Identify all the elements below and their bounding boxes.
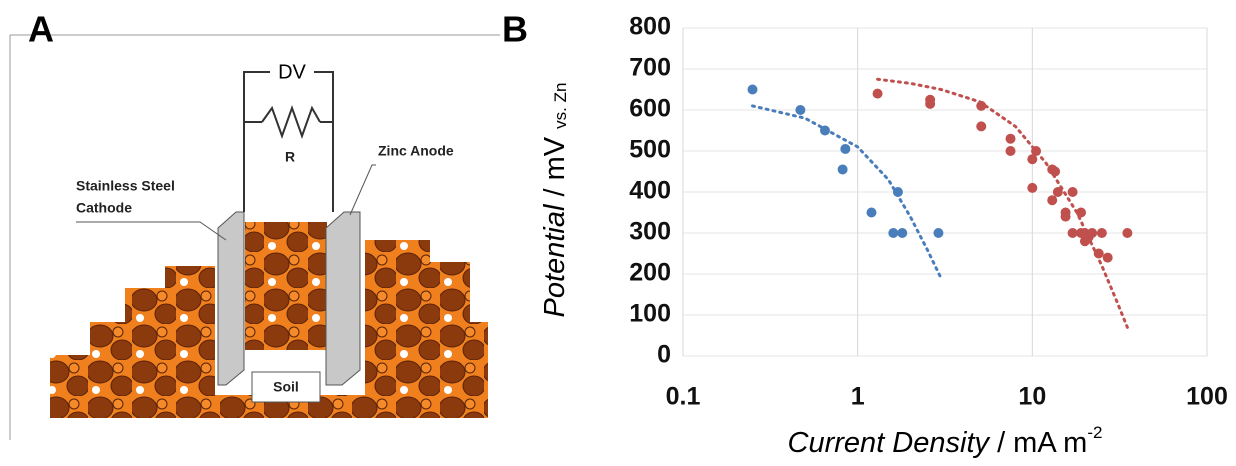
y-label-unit: / mV xyxy=(539,129,571,205)
y-tick-label: 700 xyxy=(629,54,671,82)
trend-line xyxy=(751,104,943,280)
x-axis-label: Current Density / mA m-2 xyxy=(788,423,1103,458)
soil-pile xyxy=(50,240,488,418)
anode-label: Zinc Anode xyxy=(378,143,454,159)
data-point xyxy=(1027,154,1038,165)
soil-box xyxy=(251,371,321,403)
x-label-superscript: -2 xyxy=(1087,423,1102,442)
data-point xyxy=(1052,187,1063,197)
dv-label: DV xyxy=(278,61,306,83)
data-point xyxy=(819,125,830,136)
panel-a: A DV R Zinc Anode Stainless Steel Cathod… xyxy=(9,9,500,440)
data-point xyxy=(897,228,908,238)
data-point xyxy=(892,187,903,197)
y-tick-label: 400 xyxy=(629,177,671,205)
cathode-label: Stainless Steel xyxy=(76,178,175,194)
y-tick-label: 0 xyxy=(657,341,671,369)
data-point xyxy=(747,84,758,95)
panel-label: B xyxy=(502,9,528,50)
cathode-label: Cathode xyxy=(76,200,132,216)
y-tick-label: 300 xyxy=(629,218,671,246)
y-tick-label: 100 xyxy=(629,300,671,328)
data-point xyxy=(1096,228,1107,238)
data-point xyxy=(866,207,877,218)
x-tick-label: 10 xyxy=(1018,383,1046,411)
resistor xyxy=(261,105,321,139)
cathode-pointer xyxy=(76,221,227,241)
data-point xyxy=(1076,207,1087,218)
data-point xyxy=(1067,187,1078,197)
plot-area: 0 100 200 300 400 500 600 700 800 0.1 1 10 100 xyxy=(629,13,1228,411)
data-point xyxy=(925,98,936,109)
data-point xyxy=(1060,211,1071,222)
circuit-wire xyxy=(243,71,334,212)
data-point xyxy=(1005,146,1016,156)
data-point xyxy=(1122,228,1133,238)
dv-bg xyxy=(270,60,314,84)
data-point xyxy=(1047,195,1058,206)
y-label-quantity: Potential xyxy=(539,203,571,317)
anode-plate xyxy=(325,211,361,386)
x-tick-label: 100 xyxy=(1186,383,1228,411)
x-label-quantity: Current Density xyxy=(788,427,991,459)
trend-line xyxy=(876,77,1129,329)
data-point xyxy=(1102,252,1113,263)
y-tick-label: 600 xyxy=(629,95,671,123)
data-point xyxy=(1093,248,1104,259)
r-label: R xyxy=(285,149,295,165)
data-point xyxy=(1050,166,1061,177)
panel-label: A xyxy=(28,9,54,50)
data-point xyxy=(795,105,806,115)
data-point xyxy=(1083,232,1094,243)
data-point xyxy=(976,121,987,132)
data-point xyxy=(1031,146,1042,156)
y-axis-label: Potential / mV vs. Zn xyxy=(539,83,571,318)
data-point xyxy=(837,164,848,175)
y-tick-label: 200 xyxy=(629,259,671,287)
data-point xyxy=(1067,228,1078,238)
y-tick-label: 500 xyxy=(629,136,671,164)
data-point xyxy=(1027,182,1038,193)
x-label-unit: / mA m xyxy=(989,427,1087,459)
data-point xyxy=(1005,133,1016,144)
data-point xyxy=(976,100,987,111)
soil-label: Soil xyxy=(273,379,299,395)
x-tick-label: 1 xyxy=(851,383,865,411)
cathode-plate xyxy=(217,211,245,386)
data-point xyxy=(840,143,851,154)
x-tick-label: 0.1 xyxy=(666,383,701,411)
y-label-subscript: vs. Zn xyxy=(551,83,570,129)
data-point xyxy=(933,228,944,238)
y-tick-label: 800 xyxy=(629,13,671,41)
data-point xyxy=(888,228,899,238)
data-point xyxy=(872,88,883,99)
soil-sample xyxy=(245,222,327,350)
anode-pointer xyxy=(349,164,376,216)
